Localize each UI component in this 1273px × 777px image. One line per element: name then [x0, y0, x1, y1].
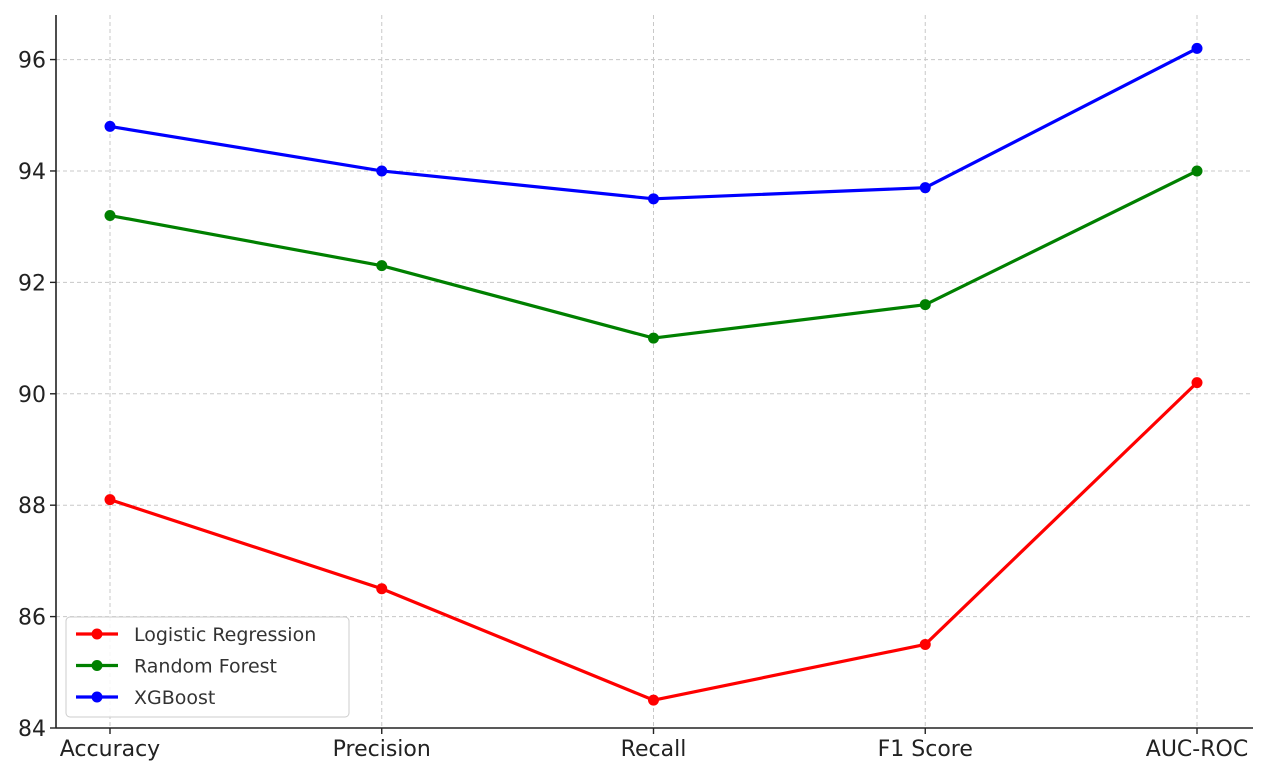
data-point [1191, 42, 1203, 54]
series-xgboost [104, 42, 1203, 205]
y-tick-label: 84 [18, 717, 46, 742]
legend-marker [91, 691, 103, 703]
y-ticks: 84 86 88 90 92 94 96 [18, 49, 56, 742]
legend-item: Logistic Regression [76, 624, 316, 646]
legend-label: Random Forest [134, 656, 277, 678]
x-tick-label: F1 Score [878, 737, 973, 762]
data-point [376, 165, 388, 177]
data-point [104, 120, 116, 132]
legend-marker [91, 628, 103, 640]
data-point [919, 299, 931, 311]
legend-box [65, 616, 350, 718]
legend-label: XGBoost [134, 687, 215, 709]
y-tick-label: 86 [18, 606, 46, 631]
data-point [1191, 377, 1203, 389]
legend-item: XGBoost [76, 687, 215, 709]
data-point [104, 494, 116, 506]
data-point [376, 260, 388, 272]
data-point [376, 583, 388, 595]
x-tick-label: Accuracy [60, 737, 160, 762]
series-random-forest [104, 165, 1203, 344]
y-tick-label: 94 [18, 160, 46, 185]
data-point [648, 694, 659, 706]
y-tick-label: 96 [18, 49, 46, 74]
axes [55, 15, 1253, 729]
x-tick-label: Precision [333, 737, 431, 762]
legend: Logistic Regression Random Forest XGBoost [65, 616, 350, 718]
legend-label: Logistic Regression [134, 624, 316, 646]
data-point [919, 638, 931, 650]
legend-marker [91, 660, 103, 671]
y-tick-label: 88 [18, 494, 46, 519]
y-tick-label: 90 [18, 383, 46, 408]
series-layer [104, 42, 1203, 706]
data-point [1191, 165, 1203, 177]
x-tick-label: AUC-ROC [1146, 737, 1248, 762]
legend-item: Random Forest [76, 656, 277, 678]
series-logistic-regression [104, 377, 1203, 706]
y-tick-label: 92 [18, 271, 46, 296]
data-point [919, 182, 931, 194]
x-ticks: Accuracy Precision Recall F1 Score AUC-ROC [60, 728, 1248, 762]
data-point [648, 332, 659, 344]
x-tick-label: Recall [621, 737, 687, 762]
data-point [104, 210, 116, 222]
data-point [648, 193, 659, 205]
